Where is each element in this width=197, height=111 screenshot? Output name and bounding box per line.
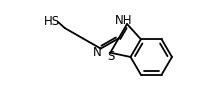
Text: HS: HS: [44, 15, 60, 28]
Text: N: N: [92, 46, 101, 59]
Text: NH: NH: [115, 14, 133, 27]
Text: S: S: [108, 50, 115, 63]
